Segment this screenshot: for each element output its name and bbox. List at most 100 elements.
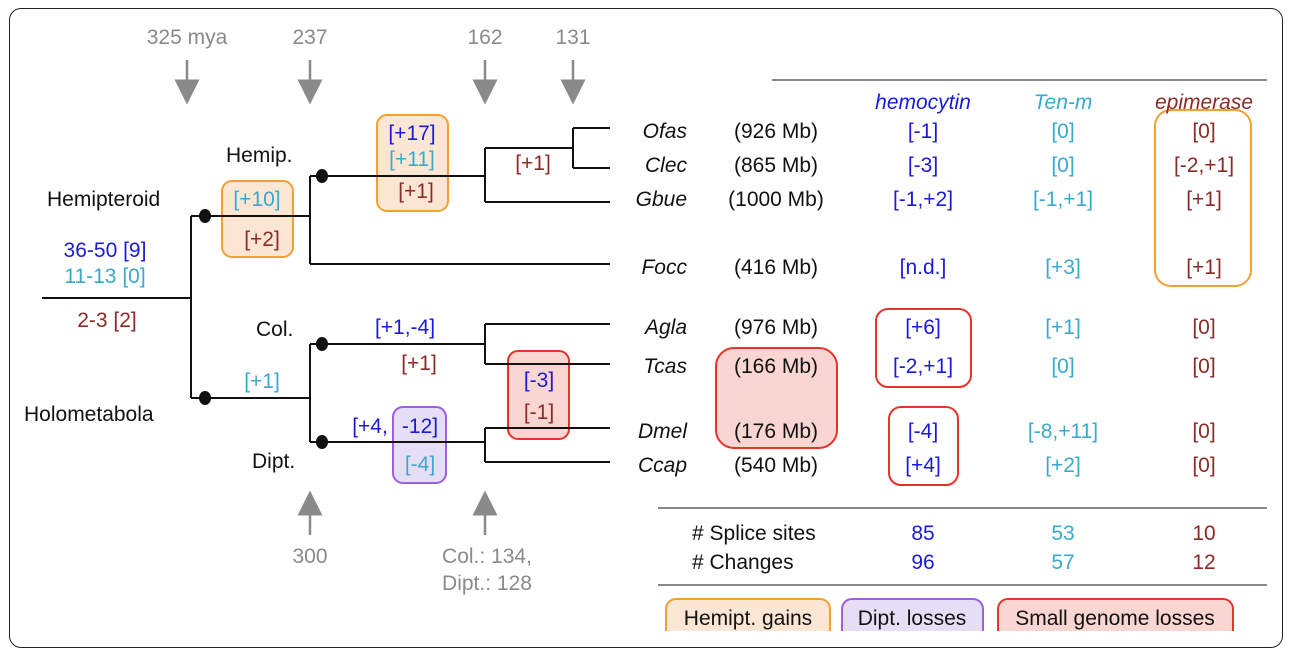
clade-hemipteroid: Hemipteroid bbox=[47, 188, 160, 211]
epimerase-change: [-2,+1] bbox=[1174, 154, 1234, 177]
tree-branches bbox=[42, 127, 610, 463]
table-row: Focc (416 Mb) [n.d.] [+3] [+1] bbox=[641, 256, 1221, 279]
legend-hemipt: Hemipt. gains bbox=[684, 607, 812, 630]
hemocytin-change: [-1] bbox=[908, 120, 938, 143]
tenm-change: [0] bbox=[1051, 355, 1074, 378]
tenm-change: [+2] bbox=[1045, 454, 1081, 477]
change-ofas-clec-epi: [+1] bbox=[515, 152, 551, 175]
table-row: Ofas (926 Mb) [-1] [0] [0] bbox=[643, 120, 1216, 143]
change-hemipt-stem-tenm: [+10] bbox=[233, 188, 280, 211]
tenm-change: [-8,+11] bbox=[1028, 420, 1098, 443]
species-name: Tcas bbox=[643, 355, 687, 378]
table-row: Agla (976 Mb) [+6] [+1] [0] bbox=[643, 316, 1216, 339]
time-131: 131 bbox=[555, 26, 590, 49]
summary-label: # Splice sites bbox=[692, 522, 816, 545]
table-rows: Ofas (926 Mb) [-1] [0] [0] Clec (865 Mb) [-3] [0… bbox=[636, 120, 1234, 477]
header-epimerase: epimerase bbox=[1155, 91, 1253, 114]
time-arrows bbox=[174, 60, 586, 535]
tenm-change: [-1,+1] bbox=[1033, 188, 1093, 211]
time-labels: 325 mya 237 162 131 300 Col.: 134, Dipt.… bbox=[147, 26, 591, 595]
species-name: Ofas bbox=[643, 120, 688, 143]
tenm-change: [+3] bbox=[1045, 256, 1081, 279]
change-small-epi: [-1] bbox=[524, 401, 554, 424]
epimerase-change: [0] bbox=[1192, 454, 1215, 477]
summary-rows: # Splice sites 85 53 10 # Changes 96 57 12 bbox=[692, 522, 1216, 574]
table-row: Tcas (166 Mb) [-2,+1] [0] [0] bbox=[643, 355, 1215, 378]
epimerase-change: [0] bbox=[1192, 120, 1215, 143]
time-325: 325 mya bbox=[147, 26, 228, 49]
table-row: Ccap (540 Mb) [+4] [+2] [0] bbox=[638, 454, 1216, 477]
table-rules bbox=[658, 79, 1267, 586]
change-small-hemo: [-3] bbox=[524, 369, 554, 392]
root-tenm: 11-13 [0] bbox=[64, 265, 145, 288]
tenm-change: [0] bbox=[1051, 120, 1074, 143]
root-hemocytin: 36-50 [9] bbox=[64, 239, 147, 262]
time-237: 237 bbox=[292, 26, 327, 49]
hemocytin-change: [-4] bbox=[908, 420, 938, 443]
summary-tenm: 53 bbox=[1051, 522, 1074, 545]
legend-hemipt-swatch bbox=[665, 598, 831, 631]
hemocytin-change: [+6] bbox=[905, 316, 941, 339]
epimerase-change: [0] bbox=[1192, 420, 1215, 443]
summary-label: # Changes bbox=[692, 551, 794, 574]
hemipt-gain-box-stem bbox=[221, 180, 294, 258]
change-holo-stem-tenm: [+1] bbox=[244, 370, 280, 393]
summary-tenm: 57 bbox=[1051, 551, 1074, 574]
clade-hemip: Hemip. bbox=[226, 144, 293, 167]
change-dipt-stem-hemo-b: -12] bbox=[402, 415, 438, 438]
epimerase-change: [+1] bbox=[1186, 188, 1222, 211]
summary-row: # Changes 96 57 12 bbox=[692, 551, 1216, 574]
tree-nodes bbox=[199, 169, 328, 449]
genome-size: (976 Mb) bbox=[734, 316, 818, 339]
species-name: Clec bbox=[645, 154, 688, 177]
node-hemip bbox=[316, 169, 328, 183]
time-dipt: Dipt.: 128 bbox=[442, 572, 532, 595]
clade-labels: Hemipteroid Holometabola Hemip. Col. Dip… bbox=[24, 144, 295, 473]
node-holometabola bbox=[199, 391, 211, 405]
node-col bbox=[316, 337, 328, 351]
clade-holometabola: Holometabola bbox=[24, 403, 154, 426]
species-name: Focc bbox=[641, 256, 687, 279]
root-counts: 36-50 [9] 11-13 [0] 2-3 [2] bbox=[64, 239, 147, 332]
table-row: Gbue (1000 Mb) [-1,+2] [-1,+1] [+1] bbox=[636, 188, 1222, 211]
change-dipt-stem-hemo-a: [+4, bbox=[352, 415, 388, 438]
change-hemip-inner-epi: [+1] bbox=[398, 180, 434, 203]
summary-epimerase: 10 bbox=[1192, 522, 1215, 545]
hemocytin-change: [+4] bbox=[905, 454, 941, 477]
change-dipt-stem-tenm: [-4] bbox=[405, 453, 435, 476]
genome-size: (865 Mb) bbox=[734, 154, 818, 177]
epimerase-change: [0] bbox=[1192, 316, 1215, 339]
hemocytin-change: [-1,+2] bbox=[893, 188, 953, 211]
root-epimerase: 2-3 [2] bbox=[77, 309, 137, 332]
legend-dipt: Dipt. losses bbox=[858, 607, 967, 630]
clade-col: Col. bbox=[256, 318, 293, 341]
small-genome-box-branch bbox=[507, 350, 570, 440]
change-col-stem-epi: [+1] bbox=[401, 352, 437, 375]
epimerase-change: [0] bbox=[1192, 355, 1215, 378]
genome-size: (926 Mb) bbox=[734, 120, 818, 143]
time-col: Col.: 134, bbox=[442, 545, 532, 568]
species-name: Ccap bbox=[638, 454, 687, 477]
phylogeny-figure: 325 mya 237 162 131 300 Col.: 134, Dipt.… bbox=[24, 26, 1267, 631]
change-hemip-inner-tenm: [+11] bbox=[389, 148, 435, 171]
change-hemipt-stem-epi: [+2] bbox=[244, 228, 280, 251]
hemocytin-change: [n.d.] bbox=[900, 256, 947, 279]
small-genome-box-genome bbox=[715, 347, 838, 449]
table-row: Clec (865 Mb) [-3] [0] [-2,+1] bbox=[645, 154, 1234, 177]
header-hemocytin: hemocytin bbox=[875, 91, 971, 114]
node-hemipteroid bbox=[199, 209, 211, 223]
clade-dipt: Dipt. bbox=[252, 450, 295, 473]
genome-size: (1000 Mb) bbox=[728, 188, 824, 211]
legend-small: Small genome losses bbox=[1015, 607, 1215, 630]
hemocytin-change: [-3] bbox=[908, 154, 938, 177]
summary-hemocytin: 96 bbox=[911, 551, 934, 574]
table-row: Dmel (176 Mb) [-4] [-8,+11] [0] bbox=[638, 420, 1216, 443]
legend-small-swatch bbox=[997, 598, 1234, 631]
change-col-stem-hemo: [+1,-4] bbox=[375, 316, 435, 339]
table-headers: hemocytin Ten-m epimerase bbox=[875, 91, 1253, 114]
summary-row: # Splice sites 85 53 10 bbox=[692, 522, 1216, 545]
summary-epimerase: 12 bbox=[1192, 551, 1215, 574]
node-dipt bbox=[316, 435, 328, 449]
change-hemip-inner-hemo: [+17] bbox=[388, 122, 435, 145]
header-tenm: Ten-m bbox=[1034, 91, 1093, 114]
